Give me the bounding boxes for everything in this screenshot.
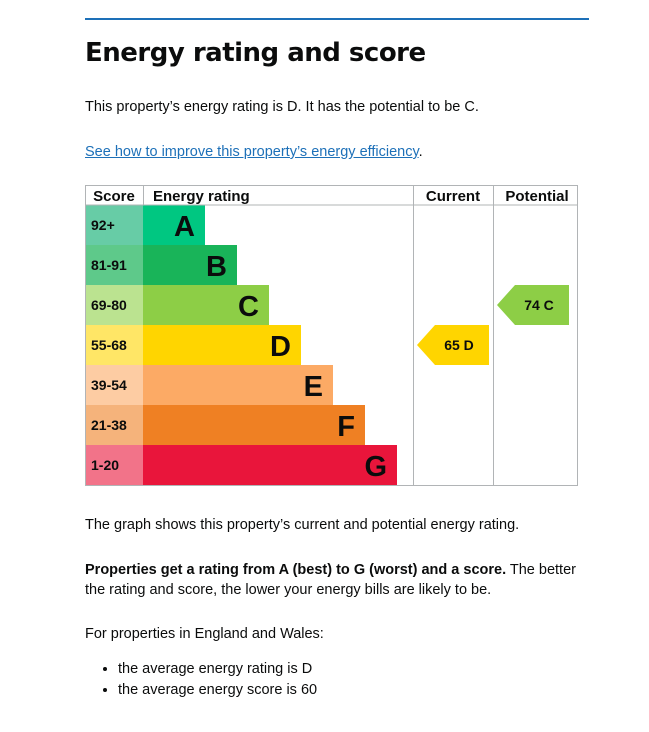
average-rating-item: the average energy rating is D xyxy=(118,659,317,680)
averages-list: the average energy rating is D the avera… xyxy=(85,659,317,701)
band-letter-c: C xyxy=(238,291,259,323)
score-cell-e xyxy=(85,365,143,405)
potential-rating-label: 74 C xyxy=(524,297,554,313)
band-bar-g xyxy=(143,445,397,485)
band-bar-f xyxy=(143,405,365,445)
band-letter-d: D xyxy=(270,331,291,363)
rating-explanation-bold: Properties get a rating from A (best) to… xyxy=(85,562,507,578)
band-letter-g: G xyxy=(364,451,387,483)
improve-efficiency-link[interactable]: See how to improve this property’s energ… xyxy=(85,144,419,160)
current-rating-arrow xyxy=(417,325,489,365)
header-potential: Potential xyxy=(505,188,568,205)
band-letter-e: E xyxy=(304,371,323,403)
score-range-a: 92+ xyxy=(91,217,115,233)
improve-link-suffix: . xyxy=(418,144,423,160)
score-cell-d xyxy=(85,325,143,365)
chart-border xyxy=(85,185,578,486)
rating-intro-text: This property’s energy rating is D. It h… xyxy=(85,99,479,115)
score-range-d: 55-68 xyxy=(91,337,127,353)
band-bar-b xyxy=(143,245,237,285)
section-top-rule xyxy=(85,18,589,20)
score-range-c: 69-80 xyxy=(91,297,127,313)
score-range-e: 39-54 xyxy=(91,377,127,393)
header-energy-rating: Energy rating xyxy=(153,188,250,205)
band-letter-a: A xyxy=(174,211,195,243)
score-cell-g xyxy=(85,445,143,485)
score-range-g: 1-20 xyxy=(91,457,119,473)
current-rating-label: 65 D xyxy=(444,337,474,353)
energy-rating-chart: 92+ A 81-91 B 69-80 C 55-68 D 39-54 E 21-38 F 1-20 G … xyxy=(85,185,578,486)
graph-summary-text: The graph shows this property’s current … xyxy=(85,517,520,533)
score-range-f: 21-38 xyxy=(91,417,127,433)
page-title: Energy rating and score xyxy=(85,38,426,68)
rating-explanation-rest: The better the rating and score, the low… xyxy=(85,562,576,598)
region-intro-text: For properties in England and Wales: xyxy=(85,626,324,642)
band-bar-c xyxy=(143,285,269,325)
average-score-item: the average energy score is 60 xyxy=(118,680,317,701)
band-letter-f: F xyxy=(337,411,355,443)
band-letter-b: B xyxy=(206,251,227,283)
score-cell-c xyxy=(85,285,143,325)
energy-rating-graph: 92+ A81-91 B69-80 C55-68 D39-54 E21-38 F1-20 G … xyxy=(85,185,578,486)
band-bar-a xyxy=(143,205,205,245)
band-bar-d xyxy=(143,325,301,365)
score-cell-f xyxy=(85,405,143,445)
score-range-b: 81-91 xyxy=(91,257,127,273)
band-bar-e xyxy=(143,365,333,405)
improve-link-paragraph: See how to improve this property’s energ… xyxy=(85,142,423,162)
header-score: Score xyxy=(93,188,135,205)
header-current: Current xyxy=(426,188,480,205)
rating-explanation: Properties get a rating from A (best) to… xyxy=(85,560,585,600)
potential-rating-arrow xyxy=(497,285,569,325)
score-cell-a xyxy=(85,205,143,245)
score-cell-b xyxy=(85,245,143,285)
